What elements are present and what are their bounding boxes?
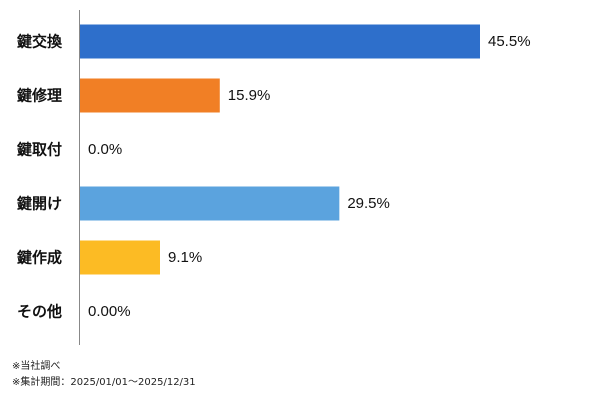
- category-label-5: 鍵作成: [17, 249, 62, 267]
- category-label-1: 鍵交換: [17, 33, 63, 51]
- value-label-3: 0.0%: [88, 141, 122, 158]
- footnote-period: ※集計期間：2025/01/01～2025/12/31: [12, 377, 196, 388]
- value-label-4: 29.5%: [347, 195, 390, 212]
- category-label-4: 鍵開け: [17, 195, 62, 213]
- footnote-source: ※当社調べ: [12, 361, 61, 372]
- bar-2: [80, 78, 220, 113]
- footnotes: ※当社調べ ※集計期間：2025/01/01～2025/12/31: [12, 359, 196, 391]
- value-label-6: 0.00%: [88, 303, 131, 320]
- category-label-2: 鍵修理: [17, 87, 62, 105]
- bars-group: [80, 24, 480, 275]
- category-label-6: その他: [17, 303, 62, 321]
- category-label-3: 鍵取付: [17, 141, 62, 159]
- bar-1: [80, 24, 480, 59]
- bar-5: [80, 240, 160, 275]
- value-labels: 45.5% 15.9% 0.0% 29.5% 9.1% 0.00%: [88, 33, 531, 320]
- value-label-2: 15.9%: [228, 87, 271, 104]
- value-label-1: 45.5%: [488, 33, 531, 50]
- value-label-5: 9.1%: [168, 249, 202, 266]
- bar-4: [80, 186, 340, 221]
